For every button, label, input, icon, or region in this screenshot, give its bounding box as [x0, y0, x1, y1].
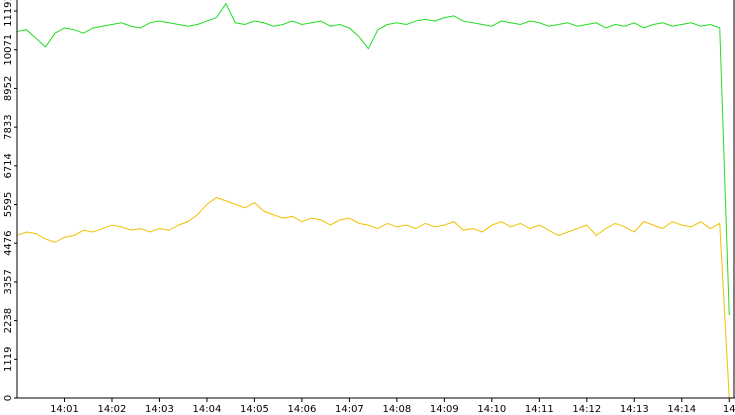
y-tick-label: 6714	[3, 153, 14, 178]
y-tick-label: 8952	[3, 76, 14, 101]
x-tick-label: 14:05	[240, 404, 269, 415]
y-tick-label: 0	[3, 395, 14, 401]
x-tick-label: 14:11	[525, 404, 554, 415]
x-tick-label: 14:02	[98, 404, 127, 415]
series-line	[16, 2, 730, 316]
y-tick-label: 3357	[3, 269, 14, 294]
x-tick-label: 14:08	[382, 404, 411, 415]
y-tick-label: 4476	[3, 230, 14, 255]
y-tick-label: 10071	[3, 34, 14, 66]
x-tick-label: 14:09	[430, 404, 459, 415]
x-tick-label: 14:12	[572, 404, 601, 415]
x-tick-label: 14:06	[287, 404, 316, 415]
x-tick-label: 14:10	[477, 404, 506, 415]
x-tick-label: 14:03	[145, 404, 174, 415]
x-tick-label: 14:07	[335, 404, 364, 415]
y-tick-label: 1119	[3, 347, 14, 372]
series-line	[16, 196, 730, 399]
y-tick-label: 5595	[3, 192, 14, 217]
y-tick-label: 2238	[3, 308, 14, 333]
x-tick-label: 14:13	[620, 404, 649, 415]
x-tick-label: 14:04	[193, 404, 222, 415]
x-tick-label: 14:01	[50, 404, 79, 415]
y-tick-label: 7833	[3, 114, 14, 139]
y-tick-label: 11191	[3, 0, 14, 27]
x-tick-label: 14	[723, 404, 735, 415]
x-tick-label: 14:14	[667, 404, 696, 415]
